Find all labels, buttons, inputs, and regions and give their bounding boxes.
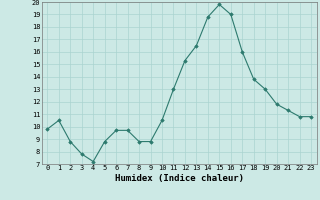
X-axis label: Humidex (Indice chaleur): Humidex (Indice chaleur) <box>115 174 244 183</box>
